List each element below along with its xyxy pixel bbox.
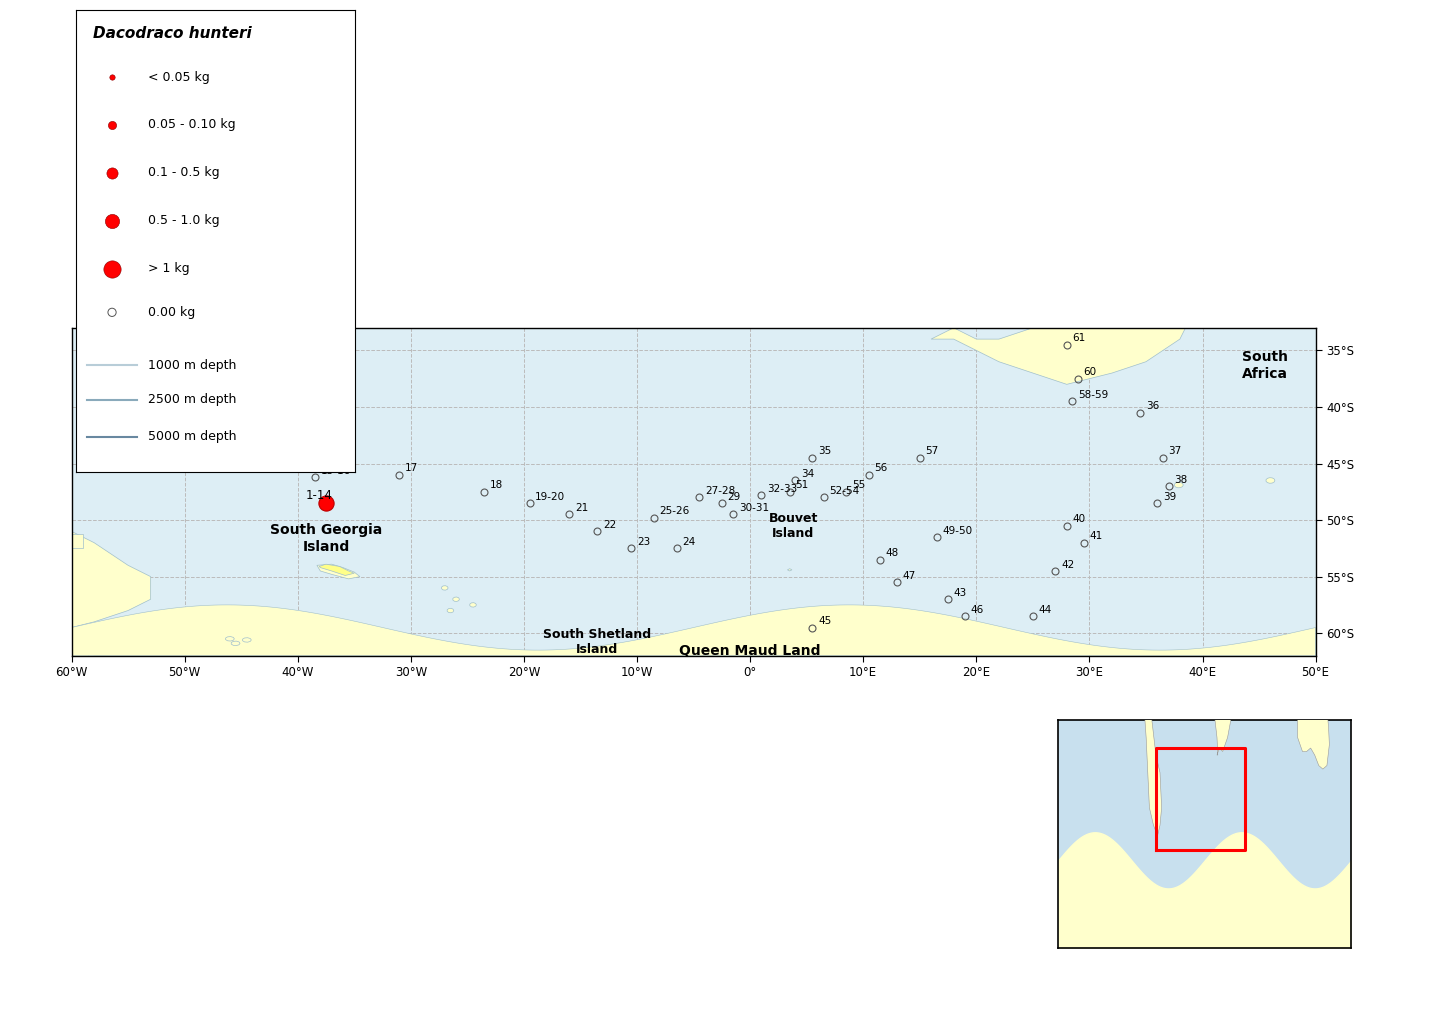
Text: 22: 22	[603, 520, 616, 530]
Text: 57: 57	[925, 446, 938, 456]
Text: 34: 34	[801, 469, 814, 479]
Polygon shape	[470, 602, 476, 607]
Text: 41: 41	[1090, 531, 1103, 541]
Polygon shape	[72, 605, 1316, 656]
Text: 0.5 - 1.0 kg: 0.5 - 1.0 kg	[149, 214, 220, 227]
Point	[100, 261, 123, 277]
Text: Dacodraco hunteri: Dacodraco hunteri	[93, 26, 252, 42]
Text: 51: 51	[795, 481, 808, 491]
Polygon shape	[49, 656, 66, 661]
Text: 1000 m depth: 1000 m depth	[149, 359, 237, 372]
Text: < 0.05 kg: < 0.05 kg	[149, 71, 210, 83]
Text: 36: 36	[1145, 402, 1160, 412]
Polygon shape	[931, 68, 1293, 384]
Text: 0.00 kg: 0.00 kg	[149, 306, 196, 318]
Polygon shape	[1266, 478, 1276, 484]
Text: 29: 29	[728, 492, 741, 502]
Text: 43: 43	[954, 588, 967, 598]
Text: 30-31: 30-31	[739, 503, 769, 513]
Polygon shape	[243, 638, 252, 642]
Text: Queen Maud Land: Queen Maud Land	[679, 645, 821, 658]
Text: > 1 kg: > 1 kg	[149, 262, 190, 275]
Polygon shape	[1174, 483, 1183, 488]
Polygon shape	[453, 597, 459, 601]
Point	[100, 117, 123, 133]
Point	[100, 69, 123, 85]
Polygon shape	[1137, 580, 1161, 836]
Text: 49-50: 49-50	[942, 525, 972, 535]
Polygon shape	[319, 564, 355, 576]
Point	[100, 213, 123, 229]
Polygon shape	[72, 652, 89, 658]
Text: 24: 24	[682, 537, 695, 547]
Point	[100, 164, 123, 180]
Text: 58-59: 58-59	[1078, 390, 1108, 400]
Text: 21: 21	[575, 503, 588, 513]
Text: Bouvet
Island: Bouvet Island	[768, 512, 818, 540]
Text: 44: 44	[1038, 604, 1051, 614]
Text: 56: 56	[875, 463, 888, 474]
Text: 48: 48	[885, 549, 899, 559]
Polygon shape	[1323, 478, 1331, 484]
Text: South Shetland
Island: South Shetland Island	[543, 628, 652, 655]
Text: 1-14: 1-14	[306, 489, 333, 502]
Text: 15-16: 15-16	[320, 465, 350, 476]
Text: 61: 61	[1072, 334, 1085, 344]
Text: 32-33: 32-33	[766, 484, 798, 494]
Text: 42: 42	[1061, 560, 1074, 570]
Point	[315, 495, 337, 511]
Polygon shape	[442, 586, 448, 590]
Polygon shape	[117, 648, 134, 654]
Polygon shape	[1201, 520, 1247, 755]
Polygon shape	[54, 533, 83, 549]
Text: 17: 17	[405, 463, 419, 474]
Text: South
Africa: South Africa	[1241, 351, 1287, 380]
Polygon shape	[139, 645, 156, 650]
Text: 60: 60	[1084, 367, 1097, 377]
Text: 27-28: 27-28	[705, 486, 735, 496]
Text: 25-26: 25-26	[659, 506, 689, 516]
Polygon shape	[448, 608, 453, 612]
Polygon shape	[226, 637, 235, 641]
Text: 23: 23	[636, 537, 651, 547]
Text: 19-20: 19-20	[535, 492, 565, 502]
Text: 0.1 - 0.5 kg: 0.1 - 0.5 kg	[149, 166, 220, 179]
Text: South Georgia
Island: South Georgia Island	[270, 523, 382, 554]
Text: 46: 46	[971, 604, 984, 614]
Text: 35: 35	[818, 446, 831, 456]
Text: 37: 37	[1168, 446, 1181, 456]
Text: 52-54: 52-54	[829, 486, 859, 496]
Text: 47: 47	[902, 571, 917, 581]
Text: 38: 38	[1174, 475, 1187, 485]
Text: 55: 55	[852, 481, 865, 491]
Text: 2500 m depth: 2500 m depth	[149, 393, 237, 407]
Polygon shape	[788, 569, 792, 571]
Text: 39: 39	[1163, 492, 1175, 502]
Polygon shape	[0, 531, 150, 633]
Text: 18: 18	[490, 481, 503, 491]
Polygon shape	[1297, 674, 1330, 769]
Point	[100, 304, 123, 320]
Text: 0.05 - 0.10 kg: 0.05 - 0.10 kg	[149, 119, 236, 132]
Polygon shape	[232, 641, 240, 646]
Text: 45: 45	[818, 617, 831, 626]
Polygon shape	[94, 650, 112, 656]
Text: 5000 m depth: 5000 m depth	[149, 430, 237, 443]
Polygon shape	[317, 564, 360, 579]
Text: 40: 40	[1072, 514, 1085, 524]
